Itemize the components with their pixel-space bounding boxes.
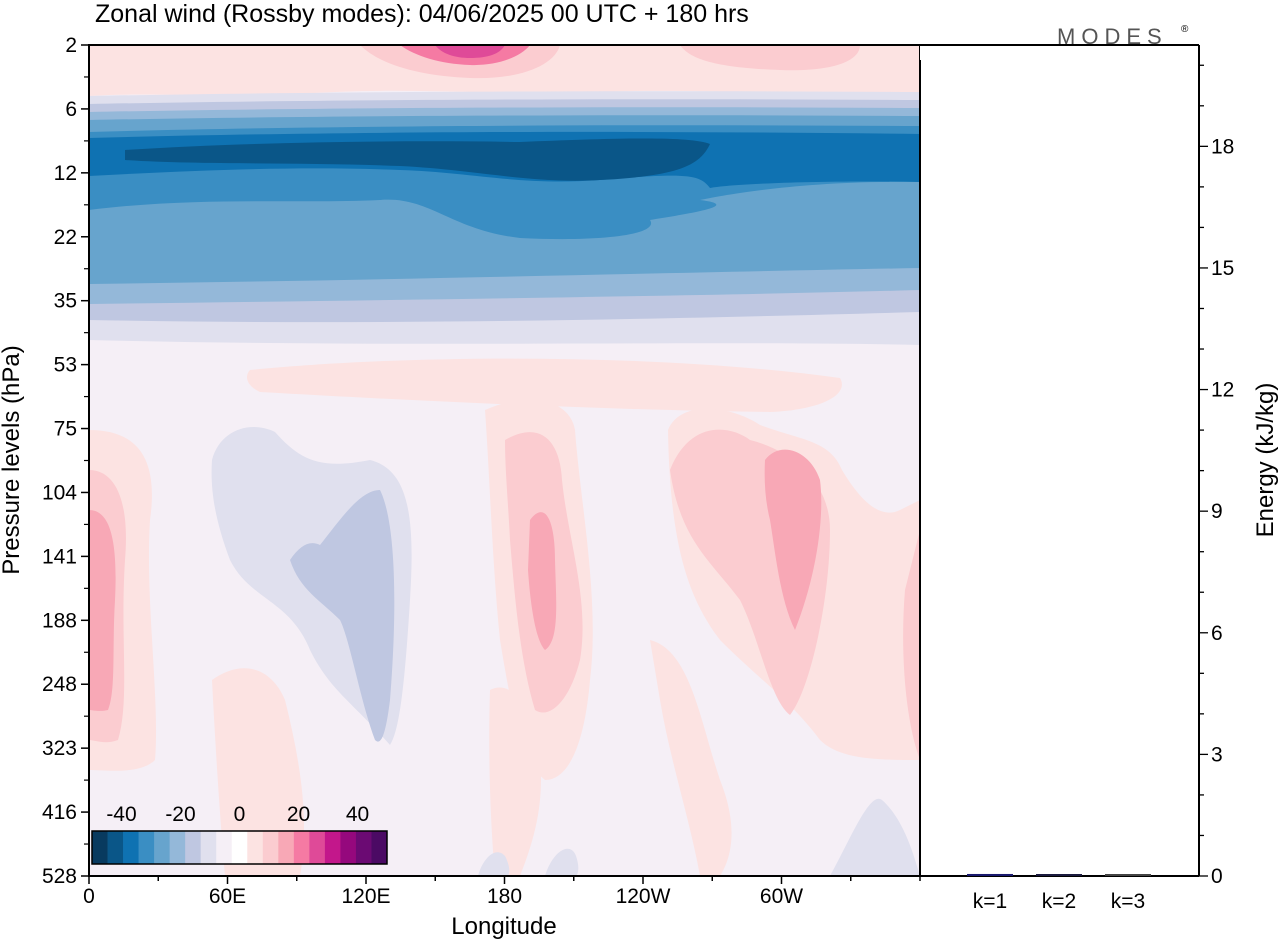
contour-pos-midlevel <box>247 358 842 412</box>
y-axis-ticks: 2 6 12 22 35 53 75 104 141 188 248 323 416 528 <box>42 34 89 888</box>
energy-bar-k=2 <box>1036 874 1082 876</box>
contour-pos-left-3 <box>89 510 116 711</box>
colorbar-swatch <box>169 831 186 864</box>
colorbar: -40 -20 0 20 40 <box>91 803 388 865</box>
x-tick-label: 60E <box>209 885 246 908</box>
colorbar-swatch <box>340 831 357 864</box>
energy-panel-bg <box>920 45 1199 876</box>
colorbar-swatch <box>355 831 372 864</box>
energy-bar-k=1 <box>967 873 1013 876</box>
chart-title: Zonal wind (Rossby modes): 04/06/2025 00… <box>95 0 749 28</box>
y-tick-label: 188 <box>42 609 77 632</box>
energy-tick-label: 18 <box>1211 135 1234 158</box>
colorbar-swatch <box>92 831 108 864</box>
energy-bar-k=3 <box>1105 874 1151 876</box>
contour-pos-lower-180 <box>489 687 541 876</box>
contour-pos-lower-60w <box>650 640 732 876</box>
colorbar-swatch <box>262 831 279 864</box>
energy-tick-label: 9 <box>1211 500 1223 523</box>
y-tick-label: 323 <box>42 737 77 760</box>
energy-bar-label: k=3 <box>1111 890 1145 913</box>
y-tick-label: 22 <box>54 226 77 249</box>
energy-bars: k=1 k=2 k=3 <box>967 873 1151 913</box>
x-tick-label: 180 <box>487 885 522 908</box>
x-tick-label: 120E <box>341 885 390 908</box>
contour-pos-dateline-3 <box>528 512 557 650</box>
x-tick-label: 120W <box>616 885 671 908</box>
y-tick-label: 12 <box>54 162 77 185</box>
x-axis-ticks: 0 60E 120E 180 120W 60W <box>83 876 921 908</box>
colorbar-swatch <box>216 831 233 864</box>
x-tick-label: 0 <box>83 885 95 908</box>
y-tick-label: 2 <box>65 34 77 57</box>
colorbar-swatch <box>371 831 388 864</box>
energy-tick-label: 0 <box>1211 865 1223 888</box>
energy-bar-label: k=2 <box>1042 890 1076 913</box>
colorbar-frame <box>91 830 388 865</box>
colorbar-swatch <box>247 831 264 864</box>
energy-tick-label: 3 <box>1211 743 1223 766</box>
y-tick-label: 6 <box>65 98 77 121</box>
colorbar-swatch <box>324 831 341 864</box>
y-tick-label: 104 <box>42 481 77 504</box>
colorbar-tick-label: 0 <box>234 803 246 826</box>
colorbar-tick-label: 40 <box>346 803 369 826</box>
energy-tick-label: 12 <box>1211 379 1234 402</box>
zonal-wind-contour-plot <box>89 45 920 876</box>
colorbar-tick-label: -40 <box>106 803 136 826</box>
colorbar-swatch <box>123 831 139 864</box>
x-tick-label: 60W <box>760 885 803 908</box>
colorbar-swatch <box>154 831 171 864</box>
colorbar-tick-label: 20 <box>287 803 310 826</box>
colorbar-swatch <box>231 831 248 864</box>
contour-top-positive-4 <box>435 45 505 58</box>
energy-axis-label: Energy (kJ/kg) <box>1252 383 1279 538</box>
energy-bar-label: k=1 <box>973 890 1007 913</box>
energy-tick-label: 15 <box>1211 257 1234 280</box>
colorbar-swatch <box>200 831 217 864</box>
y-axis-label: Pressure levels (hPa) <box>0 345 25 574</box>
y-tick-label: 416 <box>42 801 77 824</box>
energy-axis-ticks: 0 3 6 9 12 15 18 <box>1199 64 1234 888</box>
x-axis-label: Longitude <box>451 913 556 940</box>
contour-neg-lower-3 <box>830 798 920 876</box>
y-tick-label: 141 <box>42 545 77 568</box>
y-tick-label: 75 <box>54 418 77 441</box>
contour-top-positive-2b <box>680 45 860 71</box>
y-tick-label: 528 <box>42 865 77 888</box>
y-tick-label: 35 <box>54 290 77 313</box>
registered-mark: ® <box>1181 24 1189 35</box>
colorbar-swatch <box>185 831 202 864</box>
y-tick-label: 248 <box>42 673 77 696</box>
colorbar-tick-label: -20 <box>165 803 195 826</box>
y-tick-label: 53 <box>54 354 77 377</box>
colorbar-swatch <box>309 831 326 864</box>
energy-tick-label: 6 <box>1211 622 1223 645</box>
contour-neg-band-7 <box>125 138 710 181</box>
colorbar-swatch <box>293 831 310 864</box>
colorbar-swatch <box>278 831 295 864</box>
contour-neg-lower-1 <box>478 852 510 876</box>
colorbar-swatch <box>138 831 155 864</box>
contour-neg-lower-2 <box>545 848 579 876</box>
contour-pos-lower-120e <box>212 668 305 876</box>
contour-pos-right-edge <box>903 530 920 760</box>
colorbar-swatch <box>107 831 124 864</box>
contour-pos-western-3 <box>764 449 822 630</box>
contour-neg-eastern-2 <box>290 490 395 742</box>
